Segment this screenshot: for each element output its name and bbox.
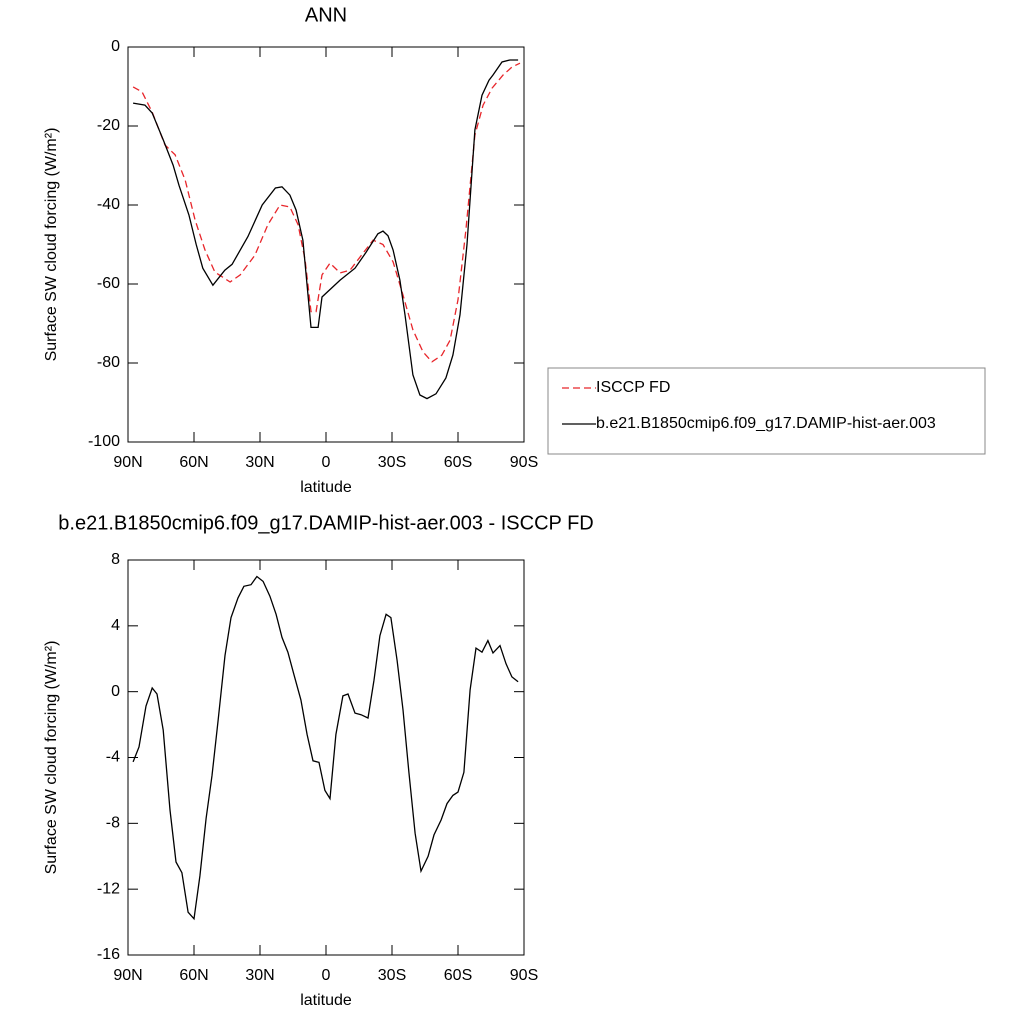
y-tick-label: -20: [97, 117, 120, 134]
legend-box: [547, 367, 986, 455]
x-tick-label: 30N: [245, 454, 274, 471]
y-axis-label: Surface SW cloud forcing (W/m²): [43, 128, 60, 362]
x-tick-label: 30N: [245, 967, 274, 984]
y-tick-label: 4: [111, 617, 120, 634]
x-tick-label: 60N: [179, 454, 208, 471]
x-tick-label: 60S: [444, 967, 472, 984]
y-tick-label: -40: [97, 196, 120, 213]
x-axis-label: latitude: [300, 479, 352, 496]
legend-label: ISCCP FD: [596, 379, 670, 396]
x-tick-label: 30S: [378, 967, 406, 984]
y-tick-label: -12: [97, 880, 120, 897]
x-tick-label: 0: [322, 454, 331, 471]
x-tick-label: 60N: [179, 967, 208, 984]
chart-title: ANN: [305, 4, 347, 26]
y-tick-label: 8: [111, 551, 120, 568]
chart-title: b.e21.B1850cmip6.f09_g17.DAMIP-hist-aer.…: [58, 512, 593, 534]
data-line: [132, 575, 519, 921]
data-line: [132, 62, 521, 363]
y-tick-label: -8: [106, 815, 120, 832]
y-tick-label: -100: [88, 433, 120, 450]
y-tick-label: -16: [97, 946, 120, 963]
x-tick-label: 90N: [113, 967, 142, 984]
x-tick-label: 60S: [444, 454, 472, 471]
x-tick-label: 90N: [113, 454, 142, 471]
x-axis-label: latitude: [300, 992, 352, 1009]
x-tick-label: 30S: [378, 454, 406, 471]
y-axis-label: Surface SW cloud forcing (W/m²): [43, 641, 60, 875]
y-tick-label: -60: [97, 275, 120, 292]
x-tick-label: 90S: [510, 454, 538, 471]
y-tick-label: 0: [111, 683, 120, 700]
x-tick-label: 0: [322, 967, 331, 984]
data-line: [132, 59, 519, 400]
legend-label: b.e21.B1850cmip6.f09_g17.DAMIP-hist-aer.…: [596, 415, 936, 432]
x-tick-label: 90S: [510, 967, 538, 984]
y-tick-label: 0: [111, 38, 120, 55]
y-tick-label: -80: [97, 354, 120, 371]
y-tick-label: -4: [106, 749, 120, 766]
